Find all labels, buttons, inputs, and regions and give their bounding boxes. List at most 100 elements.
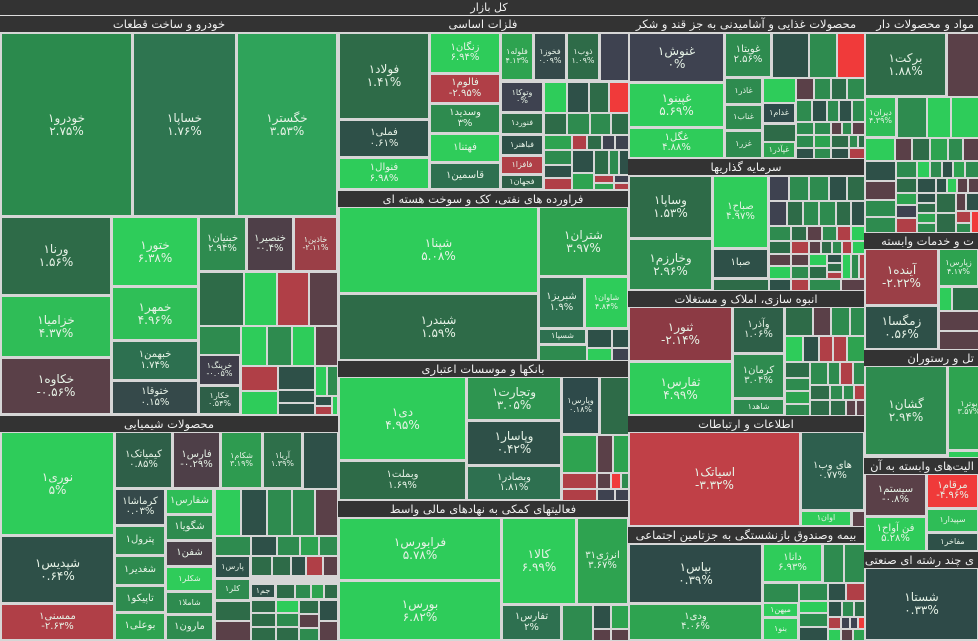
stock-tile-unlabeled[interactable] bbox=[830, 385, 842, 399]
stock-tile-unlabeled[interactable] bbox=[831, 78, 846, 99]
stock-tile[interactable]: کلر۱ bbox=[215, 579, 250, 600]
sector-header[interactable]: خودرو و ساخت قطعات bbox=[0, 16, 338, 32]
stock-tile-unlabeled[interactable] bbox=[799, 613, 827, 626]
stock-tile[interactable]: ثنور۱ -۲.۱۴% bbox=[629, 307, 732, 361]
stock-tile-unlabeled[interactable] bbox=[865, 200, 895, 216]
stock-tile[interactable]: زنگان۱ ۶.۹۴% bbox=[430, 33, 500, 73]
sector-header[interactable]: انبوه سازی، املاک و مستغلات bbox=[628, 291, 864, 307]
stock-tile[interactable]: غناب۱ bbox=[725, 105, 762, 130]
stock-tile-unlabeled[interactable] bbox=[324, 584, 337, 598]
stock-tile-unlabeled[interactable] bbox=[827, 100, 838, 121]
stock-tile-unlabeled[interactable] bbox=[769, 226, 790, 240]
stock-tile[interactable]: سیستم۱ -۰.۸% bbox=[865, 474, 926, 516]
stock-tile[interactable]: وتجارت۱ ۳.۰۵% bbox=[467, 377, 561, 420]
stock-tile-unlabeled[interactable] bbox=[837, 226, 850, 240]
stock-tile[interactable]: شپنا۱ ۵.۰۸% bbox=[339, 207, 538, 293]
stock-tile[interactable]: کرمان۱ ۳.۰۴% bbox=[733, 354, 784, 398]
stock-tile[interactable]: فملی۱ ۰.۶۱% bbox=[339, 120, 429, 157]
stock-tile-unlabeled[interactable] bbox=[948, 138, 962, 160]
stock-tile-unlabeled[interactable] bbox=[544, 165, 571, 177]
stock-tile-unlabeled[interactable] bbox=[594, 175, 613, 182]
stock-tile-unlabeled[interactable] bbox=[615, 135, 628, 149]
sector-header[interactable]: اطلاعات و ارتباطات bbox=[628, 416, 864, 432]
stock-tile[interactable]: سپیدار۱ bbox=[927, 509, 978, 532]
stock-tile-unlabeled[interactable] bbox=[544, 82, 566, 112]
stock-tile-unlabeled[interactable] bbox=[539, 345, 586, 360]
stock-tile[interactable]: وآذر۱ ۱.۰۶% bbox=[733, 307, 784, 353]
stock-tile-unlabeled[interactable] bbox=[609, 82, 628, 112]
stock-tile-unlabeled[interactable] bbox=[215, 489, 240, 535]
stock-tile-unlabeled[interactable] bbox=[612, 329, 628, 347]
stock-tile-unlabeled[interactable] bbox=[319, 600, 337, 620]
stock-tile-unlabeled[interactable] bbox=[587, 348, 611, 360]
stock-tile-unlabeled[interactable] bbox=[895, 138, 911, 160]
stock-tile-unlabeled[interactable] bbox=[831, 135, 848, 147]
stock-tile-unlabeled[interactable] bbox=[299, 628, 318, 640]
stock-tile[interactable]: شاوان۱ ۴.۸۴% bbox=[585, 277, 628, 328]
stock-tile[interactable]: فباهنر۱ bbox=[501, 135, 543, 155]
stock-tile[interactable]: غاذر۱ bbox=[725, 78, 762, 104]
stock-tile[interactable]: اوان۱ bbox=[801, 511, 851, 526]
stock-tile-unlabeled[interactable] bbox=[594, 183, 613, 189]
stock-tile[interactable]: خنصیر۱ -۰.۴% bbox=[247, 217, 293, 271]
stock-tile[interactable]: خزامیا۱ ۴.۳۷% bbox=[1, 296, 111, 357]
stock-tile[interactable]: خگستر۱ ۳.۵۳% bbox=[237, 33, 337, 216]
stock-tile-unlabeled[interactable] bbox=[850, 307, 864, 335]
stock-tile-unlabeled[interactable] bbox=[852, 241, 864, 253]
stock-tile-unlabeled[interactable] bbox=[278, 366, 314, 389]
stock-tile-unlabeled[interactable] bbox=[865, 181, 895, 199]
stock-tile-unlabeled[interactable] bbox=[803, 336, 818, 361]
stock-tile-unlabeled[interactable] bbox=[769, 279, 790, 290]
stock-tile-unlabeled[interactable] bbox=[814, 78, 830, 99]
stock-tile-unlabeled[interactable] bbox=[327, 366, 337, 395]
stock-tile-unlabeled[interactable] bbox=[613, 435, 628, 472]
stock-tile[interactable]: خرینگ۱ -۰.۰۵% bbox=[199, 355, 240, 385]
stock-tile[interactable]: نوری۱ ۵% bbox=[1, 432, 114, 535]
stock-tile-unlabeled[interactable] bbox=[772, 33, 808, 77]
stock-tile[interactable]: صبا۱ bbox=[713, 249, 768, 278]
stock-tile[interactable]: شتران۱ ۳.۹۷% bbox=[539, 207, 628, 276]
stock-tile-unlabeled[interactable] bbox=[562, 605, 592, 640]
stock-tile[interactable]: فخوز۱ ۰.۰۹% bbox=[534, 33, 566, 80]
stock-tile[interactable]: دانا۱ ۶.۹۳% bbox=[763, 544, 822, 582]
stock-tile-unlabeled[interactable] bbox=[846, 400, 855, 415]
stock-tile-unlabeled[interactable] bbox=[842, 254, 850, 278]
stock-tile-unlabeled[interactable] bbox=[842, 601, 853, 616]
sector-header[interactable]: الیت‌های وابسته به آن bbox=[864, 458, 978, 474]
stock-tile-unlabeled[interactable] bbox=[809, 241, 820, 253]
stock-tile-unlabeled[interactable] bbox=[939, 287, 951, 310]
stock-tile-unlabeled[interactable] bbox=[315, 489, 337, 535]
stock-tile-unlabeled[interactable] bbox=[315, 406, 331, 414]
stock-tile-unlabeled[interactable] bbox=[896, 218, 916, 232]
stock-tile[interactable]: مارون۱ bbox=[166, 615, 213, 640]
stock-tile-unlabeled[interactable] bbox=[942, 161, 952, 177]
stock-tile-unlabeled[interactable] bbox=[763, 78, 795, 102]
stock-tile-unlabeled[interactable] bbox=[309, 272, 337, 325]
stock-tile[interactable]: شبریز۱ ۱.۹% bbox=[539, 277, 584, 328]
stock-tile-unlabeled[interactable] bbox=[803, 201, 818, 225]
stock-tile-unlabeled[interactable] bbox=[896, 205, 916, 217]
stock-tile-unlabeled[interactable] bbox=[852, 100, 864, 121]
stock-tile-unlabeled[interactable] bbox=[912, 138, 929, 160]
stock-tile-unlabeled[interactable] bbox=[215, 536, 250, 555]
stock-tile-unlabeled[interactable] bbox=[323, 556, 337, 575]
stock-tile-unlabeled[interactable] bbox=[819, 336, 832, 361]
stock-tile[interactable]: خاذین۱ -۲.۱۱% bbox=[294, 217, 337, 271]
stock-tile-unlabeled[interactable] bbox=[332, 396, 337, 414]
stock-tile-unlabeled[interactable] bbox=[241, 489, 266, 535]
stock-tile[interactable]: تفارس۱ ۲% bbox=[502, 605, 561, 640]
stock-tile[interactable]: انرژی۳۱ ۳.۶۷% bbox=[577, 518, 628, 604]
stock-tile[interactable]: غپینو۱ ۵.۶۹% bbox=[629, 83, 724, 127]
stock-tile-unlabeled[interactable] bbox=[763, 124, 795, 141]
stock-tile-unlabeled[interactable] bbox=[846, 583, 864, 600]
stock-tile-unlabeled[interactable] bbox=[602, 135, 614, 149]
stock-tile-unlabeled[interactable] bbox=[827, 263, 841, 271]
stock-tile-unlabeled[interactable] bbox=[567, 82, 588, 112]
stock-tile-unlabeled[interactable] bbox=[567, 113, 589, 134]
stock-tile-unlabeled[interactable] bbox=[837, 33, 864, 77]
stock-tile-unlabeled[interactable] bbox=[939, 311, 978, 330]
stock-tile-unlabeled[interactable] bbox=[971, 211, 978, 232]
stock-tile-unlabeled[interactable] bbox=[851, 226, 864, 240]
stock-tile[interactable]: خکاوه۱ -۰.۵۶% bbox=[1, 358, 111, 414]
stock-tile-unlabeled[interactable] bbox=[828, 583, 845, 600]
